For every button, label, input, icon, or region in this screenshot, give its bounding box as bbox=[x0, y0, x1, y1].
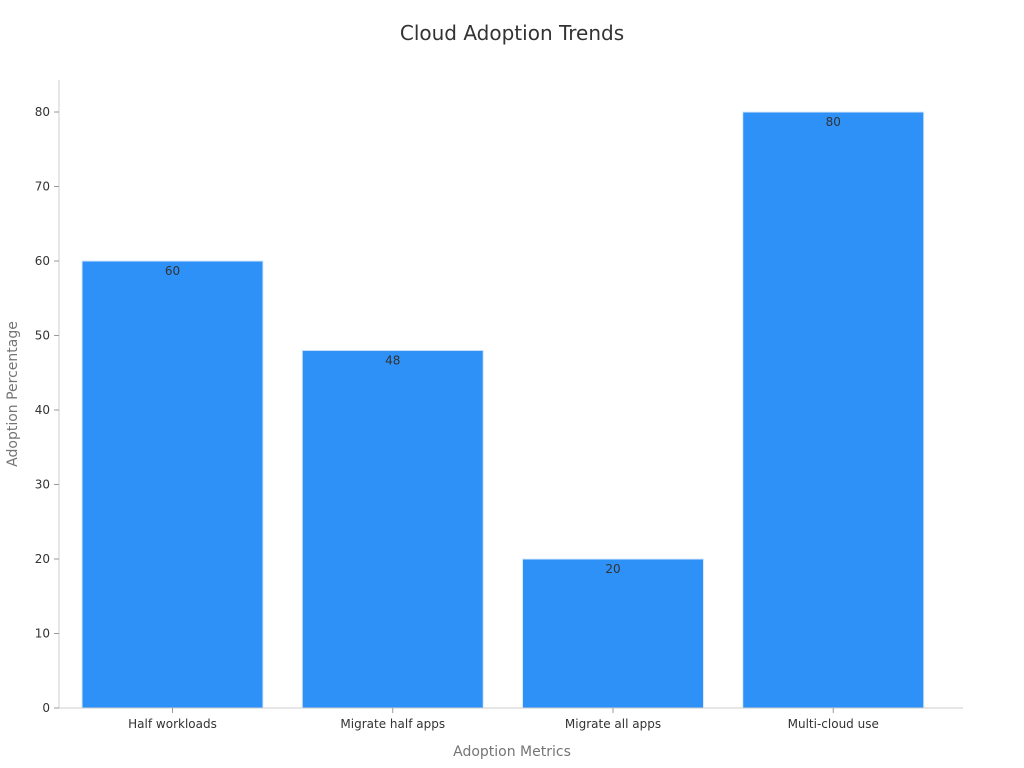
y-tick-label: 30 bbox=[35, 478, 50, 492]
data-label: 80 bbox=[826, 115, 841, 129]
bars-group: 60 48 20 80 bbox=[81, 111, 925, 709]
y-tick-label: 40 bbox=[35, 403, 50, 417]
x-axis: Half workloads Migrate half apps Migrate a… bbox=[59, 707, 963, 731]
bar bbox=[301, 349, 484, 709]
x-axis-title: Adoption Metrics bbox=[453, 744, 571, 760]
x-tick-label: Half workloads bbox=[128, 717, 217, 731]
y-tick-label: 50 bbox=[35, 329, 50, 343]
bar bbox=[742, 111, 925, 709]
y-tick-label: 70 bbox=[35, 180, 50, 194]
y-tick-label: 20 bbox=[35, 552, 50, 566]
data-label: 20 bbox=[605, 562, 620, 576]
data-label: 48 bbox=[385, 353, 400, 367]
x-tick-label: Migrate all apps bbox=[565, 717, 661, 731]
y-tick-label: 80 bbox=[35, 105, 50, 119]
y-axis-title: Adoption Percentage bbox=[5, 321, 21, 467]
y-tick-label: 60 bbox=[35, 254, 50, 268]
x-tick-label: Migrate half apps bbox=[340, 717, 445, 731]
x-tick-label: Multi-cloud use bbox=[788, 717, 879, 731]
y-tick-label: 10 bbox=[35, 627, 50, 641]
bar bbox=[522, 558, 704, 709]
y-tick-label: 0 bbox=[42, 701, 50, 715]
chart-title: Cloud Adoption Trends bbox=[400, 21, 624, 45]
data-label: 60 bbox=[165, 264, 180, 278]
bar bbox=[81, 260, 264, 709]
y-axis: 0 10 20 30 40 50 60 70 80 bbox=[35, 80, 60, 715]
